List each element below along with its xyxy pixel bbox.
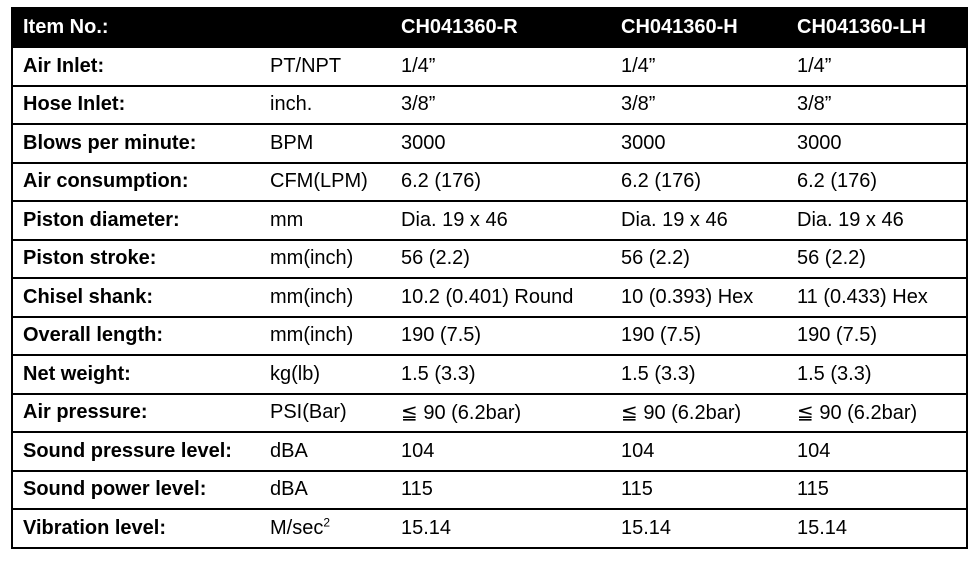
model-header: CH041360-LH [787, 7, 968, 48]
row-unit: dBA [260, 469, 391, 510]
table-row: Air consumption: CFM(LPM) 6.2 (176) 6.2 (17… [11, 161, 968, 202]
table-row: Piston stroke: mm(inch) 56 (2.2) 56 (2.2) 56… [11, 238, 968, 279]
row-label: Chisel shank: [11, 277, 260, 318]
row-unit: PT/NPT [260, 46, 391, 87]
row-unit: BPM [260, 123, 391, 164]
row-label: Net weight: [11, 354, 260, 395]
row-label: Sound power level: [11, 469, 260, 510]
row-value: ≦ 90 (6.2bar) [391, 392, 611, 433]
row-value: 6.2 (176) [787, 161, 968, 202]
header-row: Item No.: CH041360-R CH041360-H CH041360… [11, 7, 968, 48]
row-value: 190 (7.5) [611, 315, 787, 356]
row-value: 6.2 (176) [391, 161, 611, 202]
row-value: 3000 [787, 123, 968, 164]
row-value: 115 [391, 469, 611, 510]
row-label: Air pressure: [11, 392, 260, 433]
row-value: 15.14 [391, 508, 611, 549]
row-value: 115 [611, 469, 787, 510]
row-unit: mm(inch) [260, 238, 391, 279]
row-value: Dia. 19 x 46 [611, 200, 787, 241]
row-value: 11 (0.433) Hex [787, 277, 968, 318]
spec-table: Item No.: CH041360-R CH041360-H CH041360… [11, 7, 968, 549]
row-label: Air consumption: [11, 161, 260, 202]
row-value: 1/4” [787, 46, 968, 87]
row-label: Blows per minute: [11, 123, 260, 164]
row-value: 1.5 (3.3) [787, 354, 968, 395]
row-label: Overall length: [11, 315, 260, 356]
row-unit: mm [260, 200, 391, 241]
unit-text: M/sec [270, 516, 324, 539]
table-row: Piston diameter: mm Dia. 19 x 46 Dia. 19 x … [11, 200, 968, 241]
row-value: 1/4” [391, 46, 611, 87]
row-value: 115 [787, 469, 968, 510]
table-row: Sound pressure level: dBA 104 104 104 [11, 431, 968, 472]
row-unit: CFM(LPM) [260, 161, 391, 202]
row-value: 1.5 (3.3) [391, 354, 611, 395]
row-value: 104 [787, 431, 968, 472]
row-value: ≦ 90 (6.2bar) [611, 392, 787, 433]
row-value: 10.2 (0.401) Round [391, 277, 611, 318]
table-row: Blows per minute: BPM 3000 3000 3000 [11, 123, 968, 164]
row-unit: mm(inch) [260, 315, 391, 356]
row-label: Sound pressure level: [11, 431, 260, 472]
model-header: CH041360-H [611, 7, 787, 48]
unit-header [260, 7, 391, 48]
row-value: 15.14 [611, 508, 787, 549]
row-value: 1.5 (3.3) [611, 354, 787, 395]
row-value: 190 (7.5) [787, 315, 968, 356]
row-unit: inch. [260, 84, 391, 125]
row-value: ≦ 90 (6.2bar) [787, 392, 968, 433]
row-value: 3000 [611, 123, 787, 164]
row-value: Dia. 19 x 46 [391, 200, 611, 241]
row-unit: dBA [260, 431, 391, 472]
row-value: 104 [611, 431, 787, 472]
spec-body: Air Inlet: PT/NPT 1/4” 1/4” 1/4” Hose Inlet: i… [11, 46, 968, 549]
table-row: Air Inlet: PT/NPT 1/4” 1/4” 1/4” [11, 46, 968, 87]
row-value: 3/8” [787, 84, 968, 125]
row-value: 15.14 [787, 508, 968, 549]
row-unit: mm(inch) [260, 277, 391, 318]
table-row: Air pressure: PSI(Bar) ≦ 90 (6.2bar) ≦ 90 (… [11, 392, 968, 433]
row-label: Hose Inlet: [11, 84, 260, 125]
row-value: 56 (2.2) [611, 238, 787, 279]
row-value: 3000 [391, 123, 611, 164]
table-row: Net weight: kg(lb) 1.5 (3.3) 1.5 (3.3) 1.5 (… [11, 354, 968, 395]
unit-superscript: 2 [323, 515, 331, 530]
row-value: 56 (2.2) [391, 238, 611, 279]
table-row: Sound power level: dBA 115 115 115 [11, 469, 968, 510]
row-unit: kg(lb) [260, 354, 391, 395]
row-label: Piston stroke: [11, 238, 260, 279]
table-row: Hose Inlet: inch. 3/8” 3/8” 3/8” [11, 84, 968, 125]
row-value: 56 (2.2) [787, 238, 968, 279]
row-label: Piston diameter: [11, 200, 260, 241]
row-value: 104 [391, 431, 611, 472]
row-unit: M/sec2 [260, 508, 391, 549]
row-unit: PSI(Bar) [260, 392, 391, 433]
row-value: Dia. 19 x 46 [787, 200, 968, 241]
row-value: 3/8” [391, 84, 611, 125]
row-value: 1/4” [611, 46, 787, 87]
row-value: 10 (0.393) Hex [611, 277, 787, 318]
table-row: Vibration level: M/sec2 15.14 15.14 15.14 [11, 508, 968, 549]
table-row: Overall length: mm(inch) 190 (7.5) 190 (7.5… [11, 315, 968, 356]
row-value: 6.2 (176) [611, 161, 787, 202]
row-value: 3/8” [611, 84, 787, 125]
table-row: Chisel shank: mm(inch) 10.2 (0.401) Round 1… [11, 277, 968, 318]
item-no-header: Item No.: [11, 7, 260, 48]
row-label: Vibration level: [11, 508, 260, 549]
row-value: 190 (7.5) [391, 315, 611, 356]
model-header: CH041360-R [391, 7, 611, 48]
row-label: Air Inlet: [11, 46, 260, 87]
